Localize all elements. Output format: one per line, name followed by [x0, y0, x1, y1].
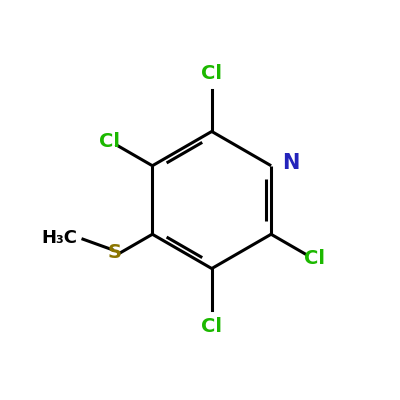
Text: Cl: Cl — [304, 249, 325, 268]
Text: Cl: Cl — [201, 317, 222, 336]
Text: H₃C: H₃C — [41, 228, 77, 246]
Text: Cl: Cl — [201, 64, 222, 83]
Text: Cl: Cl — [99, 132, 120, 151]
Text: S: S — [108, 243, 122, 262]
Text: N: N — [282, 152, 300, 172]
